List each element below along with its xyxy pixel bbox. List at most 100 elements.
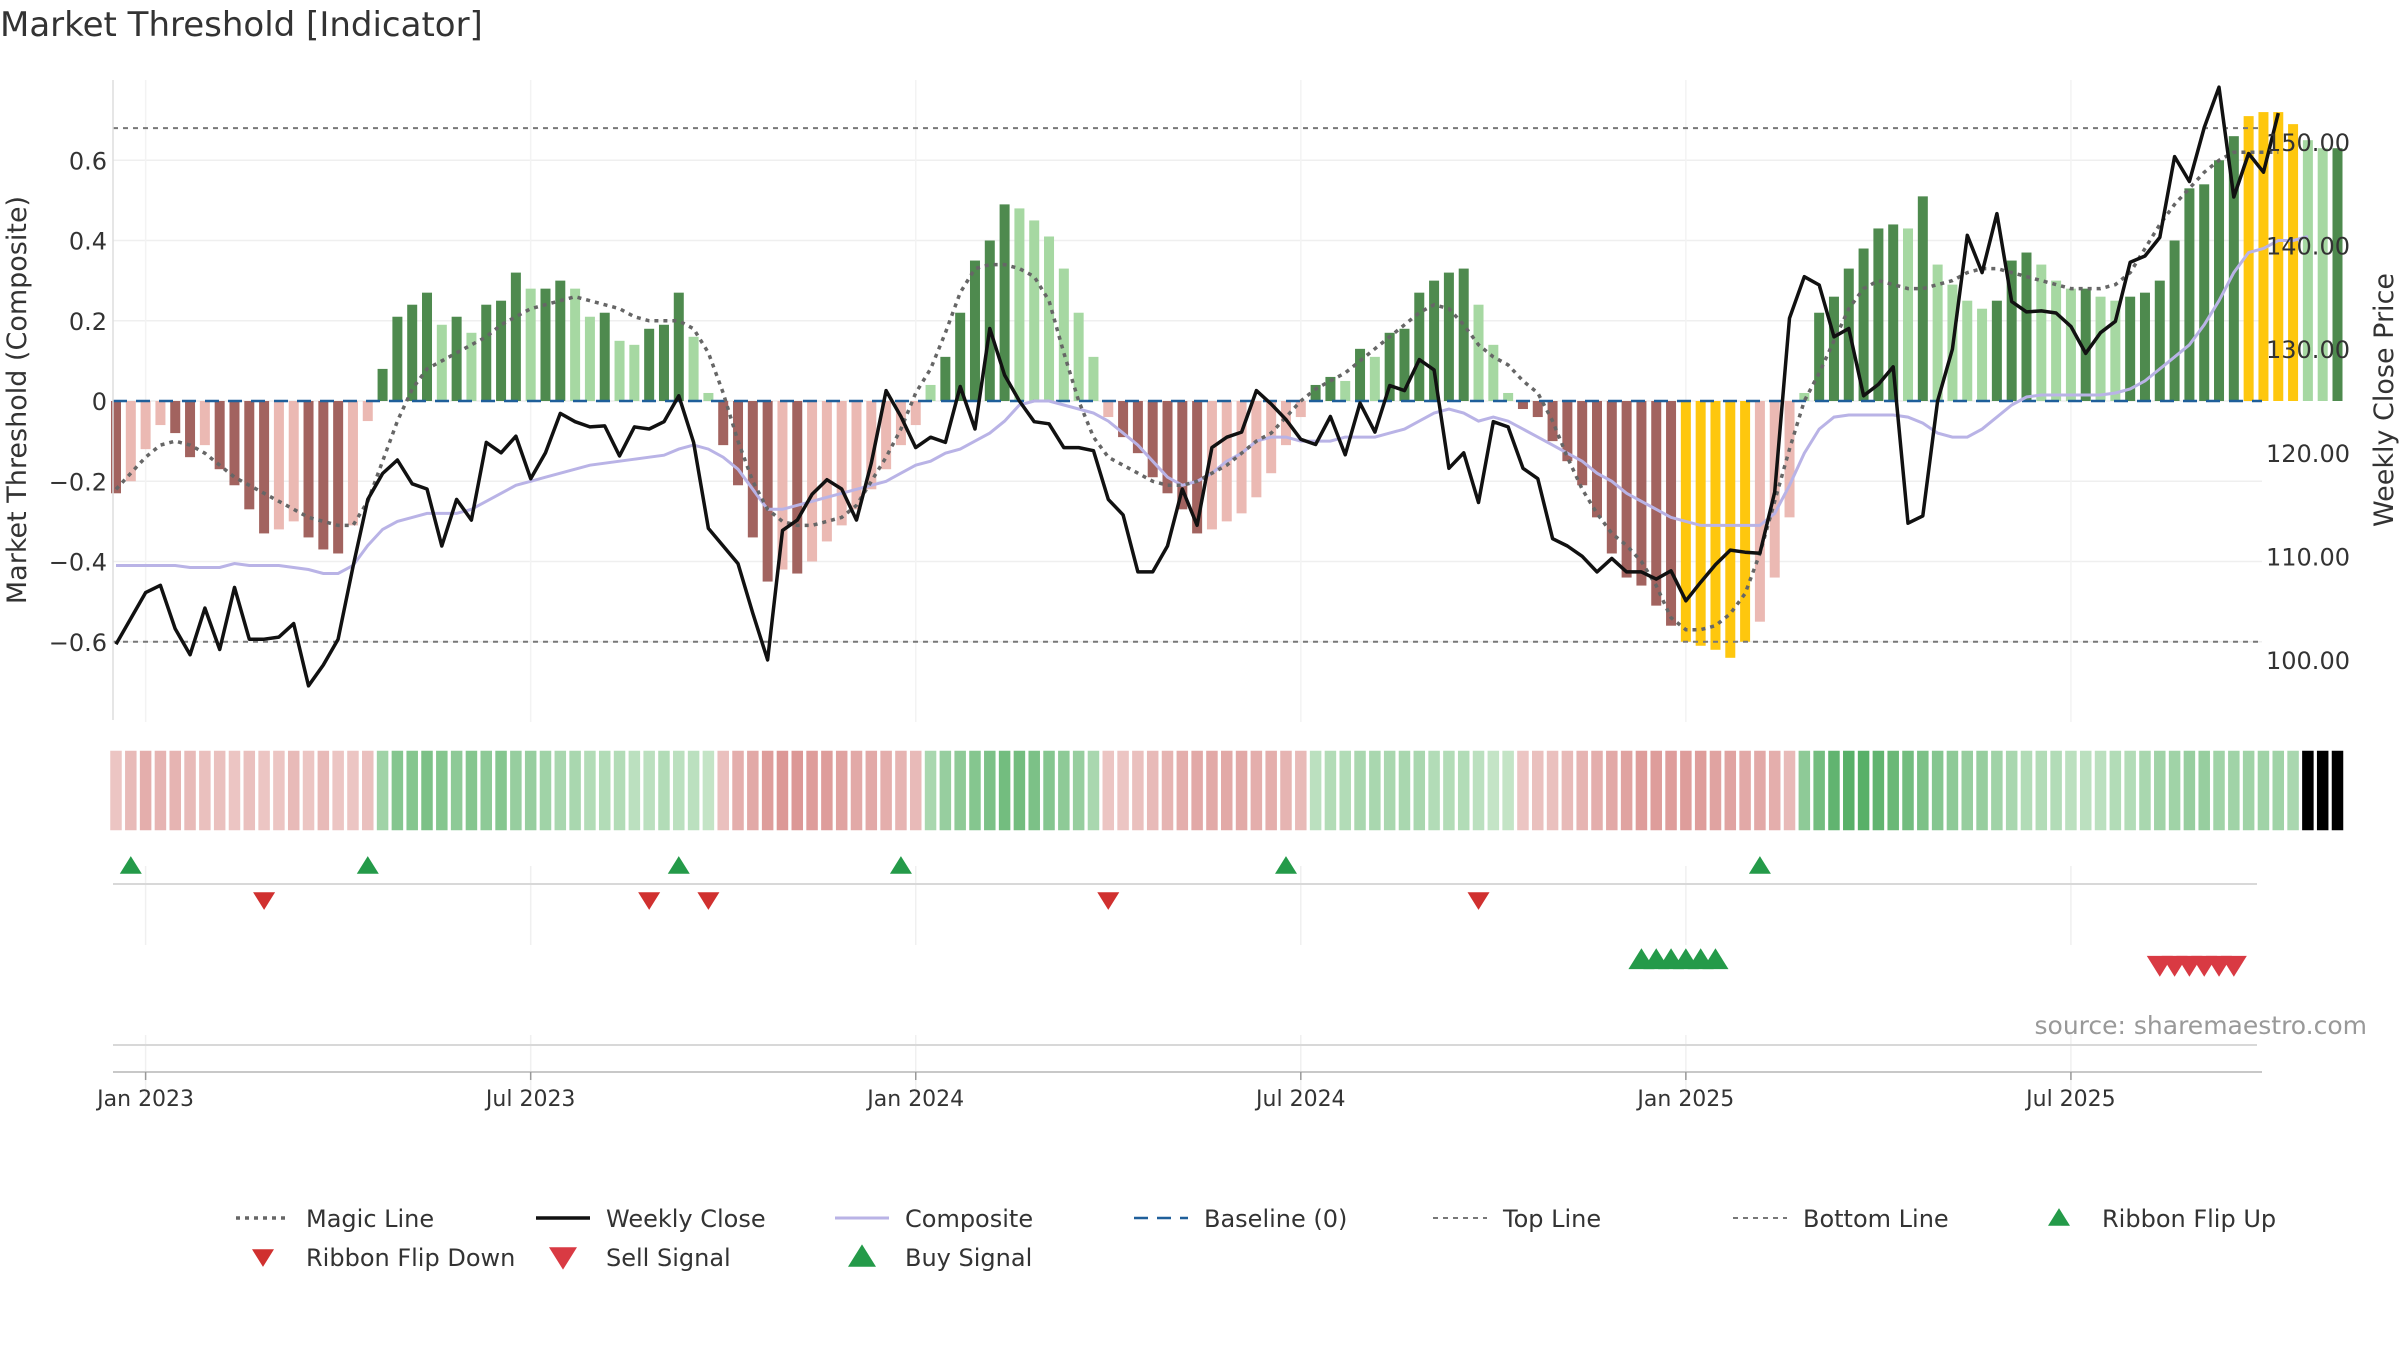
ribbon-cell-week-42	[730, 749, 746, 832]
ribbon-cell-week-139	[2167, 749, 2182, 832]
legend-item-top: Top Line	[1433, 1205, 1601, 1233]
bar-week-89	[1429, 280, 1440, 401]
bar-week-36	[644, 328, 655, 401]
bar-week-116	[1828, 296, 1839, 401]
ribbon-cell-week-137	[2137, 749, 2153, 832]
bar-week-143	[2228, 136, 2239, 402]
bar-week-76	[1236, 401, 1247, 514]
bar-week-7	[214, 401, 225, 470]
bar-week-104	[1651, 401, 1662, 606]
legend-label: Composite	[905, 1205, 1033, 1233]
bar-week-77	[1251, 401, 1262, 498]
ribbon-cell-week-98	[1560, 749, 1575, 832]
ribbon-cell-week-149	[2315, 749, 2330, 832]
ribbon-cell-week-0	[108, 749, 124, 832]
legend-item-bottom: Bottom Line	[1733, 1205, 1949, 1233]
bar-week-119	[1873, 228, 1884, 401]
legend-item-magic: Magic Line	[236, 1205, 434, 1233]
ribbon-cell-week-95	[1515, 749, 1531, 832]
ribbon-flip-down-marker	[253, 892, 276, 910]
ribbon-cell-week-70	[1145, 749, 1160, 832]
bar-week-85	[1369, 356, 1380, 401]
bar-week-21	[422, 292, 433, 401]
bar-week-45	[777, 401, 788, 570]
ribbon-cell-week-79	[1278, 749, 1294, 832]
bar-week-14	[318, 401, 329, 550]
ribbon-cell-week-138	[2152, 749, 2168, 832]
ribbon-cell-week-94	[1500, 749, 1516, 832]
ribbon-cell-week-40	[701, 749, 716, 832]
ribbon-cell-week-69	[1130, 749, 1146, 832]
ribbon-cell-week-31	[567, 749, 583, 832]
ribbon-cell-week-124	[1945, 749, 1960, 832]
ribbon-cell-week-146	[2271, 749, 2286, 832]
ribbon-cell-week-1	[123, 749, 139, 832]
bar-week-71	[1162, 401, 1173, 494]
ribbon-strip	[108, 749, 2345, 832]
ribbon-cell-week-26	[493, 749, 509, 832]
ribbon-cell-week-131	[2048, 749, 2064, 832]
ribbon-cell-week-140	[2182, 749, 2197, 832]
bar-week-23	[451, 316, 462, 401]
right-tick-label: 130.00	[2266, 336, 2350, 364]
bar-week-27	[510, 272, 521, 401]
bar-week-9	[244, 401, 255, 510]
bar-week-2	[140, 401, 151, 450]
ribbon-cell-week-35	[627, 749, 642, 832]
ribbon-cell-week-107	[1693, 749, 1708, 832]
ribbon-cell-week-104	[1648, 749, 1664, 832]
bar-week-61	[1014, 208, 1025, 401]
bar-week-56	[940, 356, 951, 401]
bar-week-11	[273, 401, 284, 530]
ribbon-cell-week-71	[1160, 749, 1175, 832]
ribbon-cell-week-11	[271, 749, 287, 832]
ribbon-flip-up-marker	[356, 856, 379, 874]
ribbon-cell-week-103	[1634, 749, 1649, 832]
ribbon-cell-week-142	[2211, 749, 2227, 832]
ribbon-cell-week-110	[1737, 749, 1753, 832]
bar-week-127	[1991, 300, 2002, 401]
bar-week-100	[1592, 401, 1602, 518]
ribbon-cell-week-13	[301, 749, 316, 832]
bar-week-73	[1192, 401, 1203, 534]
legend-label: Magic Line	[306, 1205, 434, 1233]
bar-week-150	[2332, 148, 2343, 401]
bar-week-24	[466, 332, 477, 401]
ribbon-cell-week-89	[1426, 749, 1442, 832]
bar-week-74	[1206, 401, 1217, 530]
ribbon-cell-week-16	[345, 749, 361, 832]
ribbon-cell-week-82	[1323, 749, 1338, 832]
ribbon-cell-week-23	[449, 749, 464, 832]
legend-label: Weekly Close	[606, 1205, 766, 1233]
bar-week-37	[658, 324, 669, 401]
ribbon-cell-week-43	[745, 749, 761, 832]
ribbon-cell-week-145	[2256, 749, 2271, 832]
signal-panels	[113, 856, 2257, 1106]
bar-week-139	[2169, 240, 2180, 401]
bar-week-142	[2214, 160, 2225, 401]
legend-swatch	[848, 1244, 876, 1267]
ribbon-cell-week-133	[2078, 749, 2093, 832]
ribbon-flip-down-marker	[1467, 892, 1490, 910]
ribbon-cell-week-64	[1056, 749, 1072, 832]
bar-week-96	[1532, 401, 1543, 418]
bar-week-141	[2199, 184, 2210, 401]
legend-item-buy: Buy Signal	[848, 1244, 1032, 1272]
ribbon-cell-week-102	[1619, 749, 1634, 832]
ribbon-cell-week-120	[1885, 749, 1901, 832]
ribbon-cell-week-119	[1871, 749, 1886, 832]
bar-week-12	[288, 401, 299, 522]
bar-week-109	[1725, 401, 1736, 658]
ribbon-cell-week-49	[834, 749, 849, 832]
ribbon-cell-week-25	[479, 749, 494, 832]
bar-week-28	[525, 288, 536, 401]
ribbon-cell-week-87	[1397, 749, 1412, 832]
ribbon-cell-week-86	[1382, 749, 1397, 832]
bar-week-102	[1621, 401, 1632, 578]
bar-week-115	[1814, 312, 1825, 401]
bar-week-130	[2036, 264, 2047, 401]
ribbon-cell-week-97	[1545, 749, 1560, 832]
legend-swatch	[2048, 1208, 2070, 1226]
ribbon-cell-week-29	[538, 749, 553, 832]
bar-week-35	[629, 344, 640, 401]
